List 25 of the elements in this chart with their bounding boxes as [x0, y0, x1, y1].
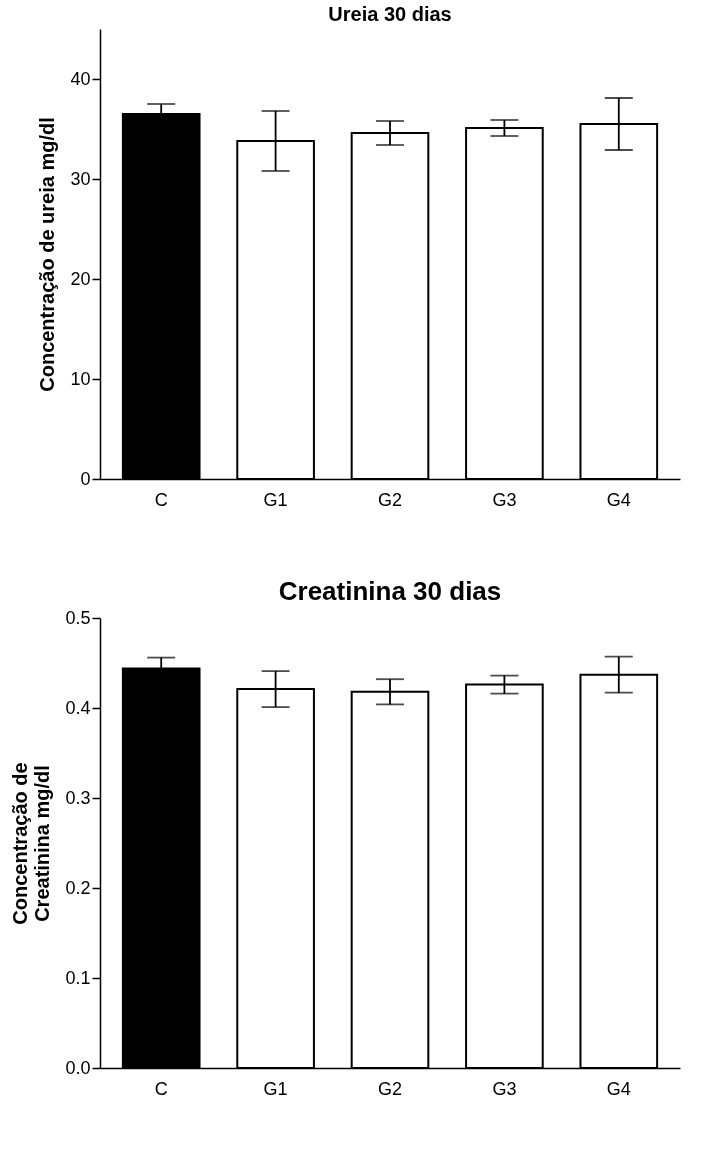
x-tick-label: G4: [606, 489, 631, 510]
x-tick-label: G2: [377, 489, 403, 510]
y-tick-label: 40: [70, 68, 91, 89]
x-tick-label: C: [154, 489, 168, 510]
y-tick-label: 0.2: [65, 877, 91, 898]
x-tick-label: G3: [492, 489, 517, 510]
y-tick-label: 30: [70, 168, 91, 189]
y-tick-label: 20: [70, 268, 91, 289]
x-tick-label: G1: [263, 489, 288, 510]
x-tick-label: G1: [263, 1078, 288, 1099]
y-tick-label: 0.4: [65, 697, 91, 718]
y-tick-label: 0.0: [65, 1057, 91, 1078]
chart-title: Creatinina 30 dias: [278, 576, 502, 606]
chart-title: Ureia 30 dias: [328, 3, 452, 25]
x-tick-label: G4: [606, 1078, 631, 1099]
y-tick-label: 0: [80, 468, 91, 489]
y-axis-title: Concentração de ureia mg/dl: [36, 117, 59, 392]
y-tick-label: 0.1: [65, 967, 91, 988]
x-tick-label: G3: [492, 1078, 517, 1099]
x-tick-label: G2: [377, 1078, 403, 1099]
x-tick-label: C: [154, 1078, 168, 1099]
y-axis-title: Concentração de Creatinina mg/dl: [9, 762, 54, 925]
y-tick-label: 0.5: [65, 607, 91, 628]
y-tick-label: 0.3: [65, 787, 91, 808]
y-tick-label: 10: [70, 368, 91, 389]
